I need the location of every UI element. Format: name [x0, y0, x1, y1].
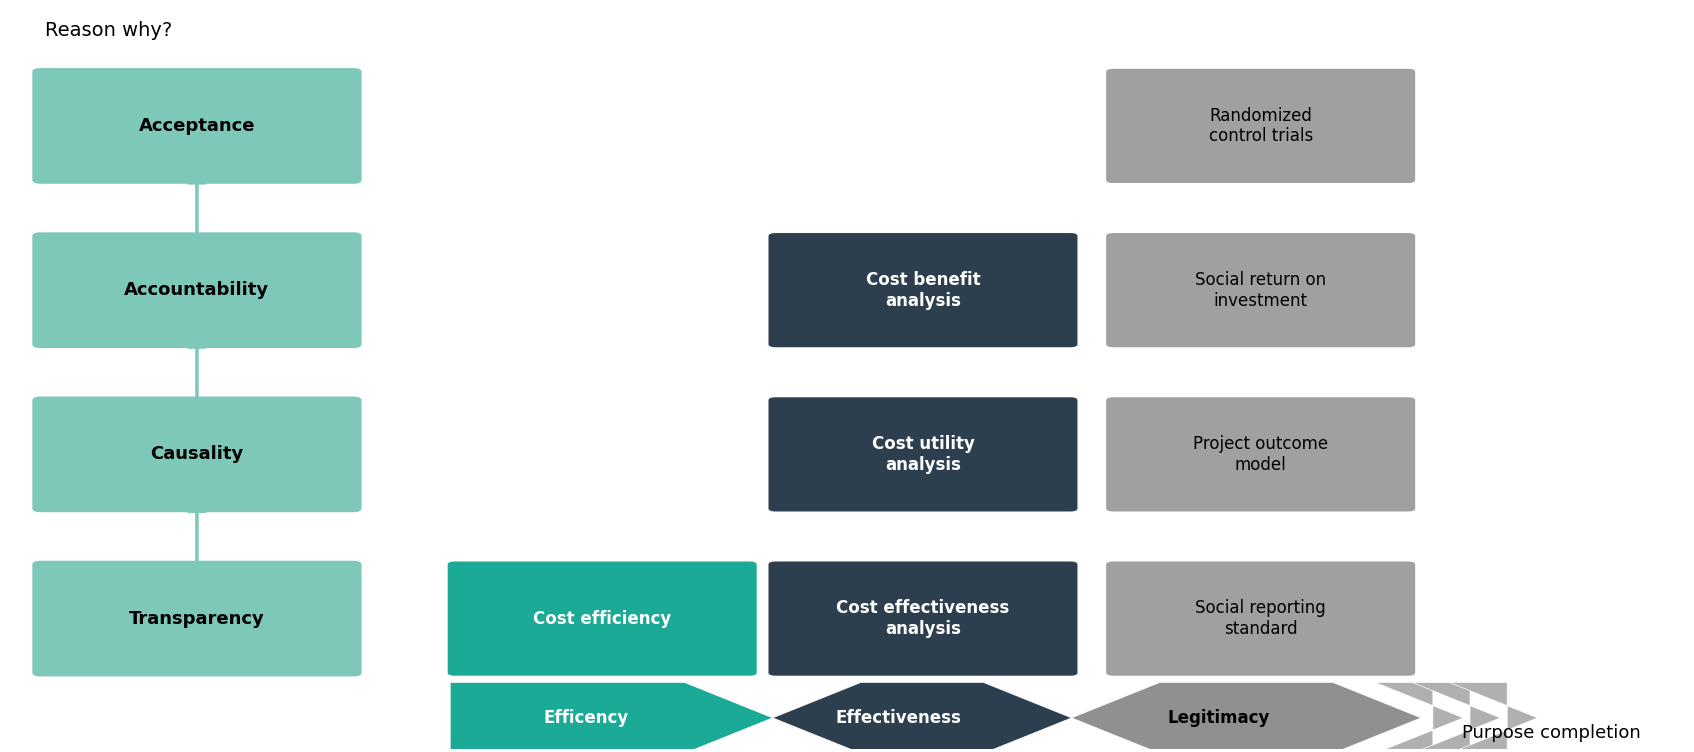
FancyBboxPatch shape	[1106, 233, 1414, 347]
FancyBboxPatch shape	[1106, 69, 1414, 183]
FancyBboxPatch shape	[447, 562, 757, 676]
FancyBboxPatch shape	[769, 397, 1077, 511]
Text: Reason why?: Reason why?	[46, 22, 173, 41]
FancyBboxPatch shape	[1106, 397, 1414, 511]
FancyBboxPatch shape	[769, 562, 1077, 676]
Text: Cost utility
analysis: Cost utility analysis	[871, 435, 974, 474]
Text: Cost benefit
analysis: Cost benefit analysis	[866, 271, 981, 310]
Polygon shape	[1072, 682, 1421, 752]
Text: Acceptance: Acceptance	[139, 117, 256, 135]
Polygon shape	[1413, 682, 1501, 752]
Text: Cost efficiency: Cost efficiency	[534, 610, 671, 628]
Polygon shape	[1376, 682, 1464, 752]
Text: Social reporting
standard: Social reporting standard	[1196, 599, 1326, 638]
Text: Legitimacy: Legitimacy	[1167, 709, 1269, 727]
FancyBboxPatch shape	[32, 68, 361, 183]
FancyBboxPatch shape	[32, 232, 361, 348]
Text: Effectiveness: Effectiveness	[835, 709, 960, 727]
Text: Purpose completion: Purpose completion	[1462, 723, 1640, 741]
Text: Cost effectiveness
analysis: Cost effectiveness analysis	[837, 599, 1010, 638]
FancyBboxPatch shape	[1106, 562, 1414, 676]
Polygon shape	[1450, 682, 1538, 752]
Polygon shape	[451, 682, 772, 752]
Text: Project outcome
model: Project outcome model	[1193, 435, 1328, 474]
Text: Transparency: Transparency	[129, 610, 264, 628]
Polygon shape	[772, 682, 1072, 752]
Text: Social return on
investment: Social return on investment	[1194, 271, 1326, 310]
Text: Randomized
control trials: Randomized control trials	[1208, 107, 1313, 145]
FancyBboxPatch shape	[769, 233, 1077, 347]
Text: Efficency: Efficency	[544, 709, 628, 727]
FancyBboxPatch shape	[32, 396, 361, 512]
Text: Causality: Causality	[151, 445, 244, 463]
Text: Accountability: Accountability	[124, 281, 269, 299]
FancyBboxPatch shape	[32, 561, 361, 677]
